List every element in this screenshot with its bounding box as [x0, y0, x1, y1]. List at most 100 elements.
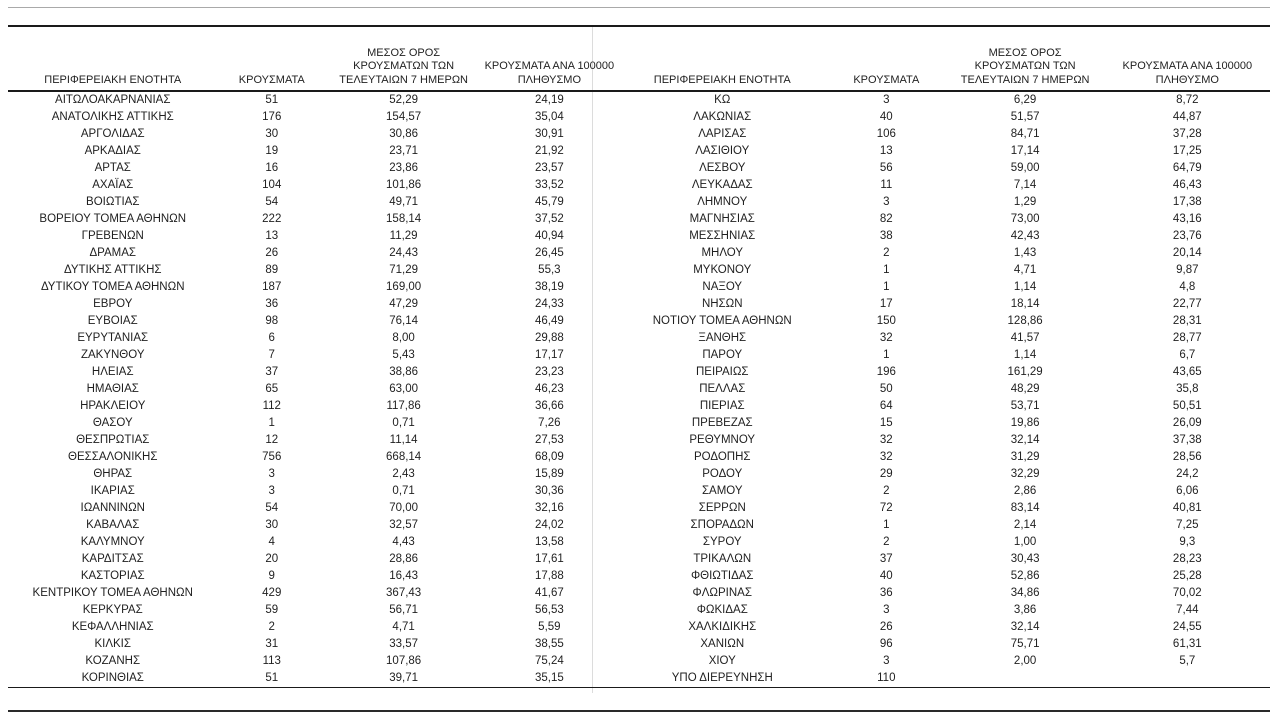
cases-cell: 1 — [883, 349, 890, 361]
per100k-cell: 75,24 — [534, 655, 564, 667]
region-name-cell: ΜΥΚΟΝΟΥ — [693, 264, 752, 276]
per100k-cell: 50,51 — [1172, 400, 1202, 412]
region-name-cell: ΚΑΣΤΟΡΙΑΣ — [80, 570, 145, 582]
header-row: ΠΕΡΙΦΕΡΕΙΑΚΗ ΕΝΟΤΗΤΑ ΚΡΟΥΣΜΑΤΑ ΜΕΣΟΣ ΟΡΟ… — [8, 27, 1270, 92]
table-body: ΑΙΤΩΛΟΑΚΑΡΝΑΝΙΑΣ 51 52,29 24,19 ΚΩ 3 6,29 8,72 Α… — [8, 91, 1270, 688]
region-name-cell: ΘΑΣΟΥ — [92, 417, 133, 429]
cases-cell: 32 — [879, 332, 893, 344]
table-row: ΙΩΑΝΝΙΝΩΝ 54 70,00 32,16 ΣΕΡΡΩΝ 72 83,14 40,81 — [8, 500, 1270, 517]
per100k-cell: 7,26 — [538, 417, 561, 429]
per100k-cell: 61,31 — [1172, 638, 1202, 650]
region-name-cell: ΚΩ — [714, 94, 731, 106]
region-name-cell: ΙΚΑΡΙΑΣ — [90, 485, 135, 497]
per100k-cell: 5,59 — [538, 621, 561, 633]
cases-cell: 3 — [268, 485, 275, 497]
avg7-cell: 76,14 — [389, 315, 419, 327]
avg7-cell: 16,43 — [389, 570, 419, 582]
bottom-rule — [8, 710, 1270, 712]
region-name-cell: ΚΑΒΑΛΑΣ — [86, 519, 140, 531]
avg7-cell: 107,86 — [386, 655, 422, 667]
region-name-cell: ΛΑΣΙΘΙΟΥ — [695, 145, 750, 157]
table-row: ΔΡΑΜΑΣ 26 24,43 26,45 ΜΗΛΟΥ 2 1,43 20,14 — [8, 245, 1270, 262]
column-header-avg7-right: ΜΕΣΟΣ ΟΡΟΣ ΚΡΟΥΣΜΑΤΩΝ ΤΩΝ ΤΕΛΕΥΤΑΙΩΝ 7 Η… — [945, 27, 1105, 92]
region-name-cell: ΛΑΚΩΝΙΑΣ — [693, 111, 752, 123]
cases-cell: 36 — [265, 298, 279, 310]
avg7-cell: 31,29 — [1010, 451, 1040, 463]
region-name-cell: ΛΕΣΒΟΥ — [699, 162, 746, 174]
cases-cell: 98 — [265, 315, 279, 327]
per100k-cell: 41,67 — [534, 587, 564, 599]
cases-cell: 112 — [262, 400, 281, 412]
region-name-cell: ΔΥΤΙΚΟΥ ΤΟΜΕΑ ΑΘΗΝΩΝ — [40, 281, 185, 293]
avg7-cell: 49,71 — [389, 196, 419, 208]
per100k-cell: 30,91 — [534, 128, 564, 140]
cases-cell: 31 — [265, 638, 279, 650]
avg7-cell: 6,29 — [1013, 94, 1037, 106]
cases-cell: 17 — [879, 298, 893, 310]
region-name-cell: ΝΗΣΩΝ — [701, 298, 743, 310]
column-header-region-left: ΠΕΡΙΦΕΡΕΙΑΚΗ ΕΝΟΤΗΤΑ — [8, 27, 218, 92]
per100k-cell: 45,79 — [534, 196, 564, 208]
table-row: ΗΜΑΘΙΑΣ 65 63,00 46,23 ΠΕΛΛΑΣ 50 48,29 35,8 — [8, 381, 1270, 398]
per100k-cell: 26,09 — [1172, 417, 1202, 429]
cases-cell: 30 — [265, 128, 279, 140]
cases-cell: 1 — [883, 264, 890, 276]
cases-cell: 51 — [265, 94, 279, 106]
avg7-cell: 23,86 — [389, 162, 419, 174]
cases-cell: 40 — [879, 570, 893, 582]
region-name-cell: ΚΟΖΑΝΗΣ — [85, 655, 141, 667]
per100k-cell: 24,33 — [534, 298, 564, 310]
table-row: ΙΚΑΡΙΑΣ 3 0,71 30,36 ΣΑΜΟΥ 2 2,86 6,06 — [8, 483, 1270, 500]
region-name-cell: ΜΕΣΣΗΝΙΑΣ — [689, 230, 756, 242]
table-row: ΑΧΑΪΑΣ 104 101,86 33,52 ΛΕΥΚΑΔΑΣ 11 7,14 46,43 — [8, 177, 1270, 194]
cases-cell: 64 — [879, 400, 893, 412]
avg7-cell: 1,00 — [1013, 536, 1037, 548]
table-row: ΕΥΡΥΤΑΝΙΑΣ 6 8,00 29,88 ΞΑΝΘΗΣ 32 41,57 28,77 — [8, 330, 1270, 347]
avg7-cell: 158,14 — [386, 213, 422, 225]
per100k-cell: 33,52 — [534, 179, 564, 191]
avg7-cell: 1,29 — [1013, 196, 1037, 208]
region-name-cell: ΙΩΑΝΝΙΝΩΝ — [80, 502, 145, 514]
cases-cell: 54 — [265, 502, 279, 514]
region-name-cell: ΓΡΕΒΕΝΩΝ — [81, 230, 144, 242]
per100k-cell: 17,61 — [534, 553, 564, 565]
per100k-cell: 70,02 — [1172, 587, 1202, 599]
per100k-cell: 7,25 — [1176, 519, 1199, 531]
table-row: ΚΙΛΚΙΣ 31 33,57 38,55 ΧΑΝΙΩΝ 96 75,71 61,31 — [8, 636, 1270, 653]
table-row: ΒΟΡΕΙΟΥ ΤΟΜΕΑ ΑΘΗΝΩΝ 222 158,14 37,52 ΜΑΓΝΗΣ… — [8, 211, 1270, 228]
per100k-cell: 17,88 — [534, 570, 564, 582]
avg7-cell: 1,43 — [1013, 247, 1037, 259]
cases-cell: 2 — [883, 485, 890, 497]
region-name-cell: ΛΕΥΚΑΔΑΣ — [691, 179, 753, 191]
per100k-cell: 29,88 — [534, 332, 564, 344]
cases-cell: 2 — [883, 536, 890, 548]
avg7-cell: 4,71 — [392, 621, 415, 633]
table-row: ΚΑΣΤΟΡΙΑΣ 9 16,43 17,88 ΦΘΙΩΤΙΔΑΣ 40 52,86 25,2… — [8, 568, 1270, 585]
cases-cell: 106 — [876, 128, 896, 140]
region-name-cell: ΕΥΡΥΤΑΝΙΑΣ — [77, 332, 149, 344]
cases-cell: 7 — [268, 349, 275, 361]
avg7-cell: 367,43 — [386, 587, 422, 599]
cases-cell: 16 — [265, 162, 279, 174]
cases-cell: 15 — [879, 417, 893, 429]
avg7-cell: 30,43 — [1010, 553, 1040, 565]
table-row: ΑΡΤΑΣ 16 23,86 23,57 ΛΕΣΒΟΥ 56 59,00 64,79 — [8, 160, 1270, 177]
region-name-cell: ΠΕΛΛΑΣ — [699, 383, 746, 395]
table-row: ΚΕΡΚΥΡΑΣ 59 56,71 56,53 ΦΩΚΙΔΑΣ 3 3,86 7,44 — [8, 602, 1270, 619]
cases-cell: 89 — [265, 264, 279, 276]
avg7-cell: 75,71 — [1010, 638, 1040, 650]
top-gray-rule — [8, 7, 1270, 8]
avg7-cell: 33,57 — [389, 638, 419, 650]
avg7-cell: 63,00 — [389, 383, 419, 395]
avg7-cell: 48,29 — [1010, 383, 1040, 395]
avg7-cell: 101,86 — [386, 179, 422, 191]
per100k-cell: 21,92 — [534, 145, 564, 157]
cases-cell: 26 — [879, 621, 893, 633]
cases-cell: 72 — [879, 502, 893, 514]
region-name-cell: ΚΑΛΥΜΝΟΥ — [80, 536, 145, 548]
region-name-cell: ΕΒΡΟΥ — [93, 298, 133, 310]
cases-cell: 32 — [879, 434, 893, 446]
cases-cell: 11 — [880, 179, 893, 191]
table-row: ΔΥΤΙΚΟΥ ΤΟΜΕΑ ΑΘΗΝΩΝ 187 169,00 38,19 ΝΑΞΟΥ 1… — [8, 279, 1270, 296]
